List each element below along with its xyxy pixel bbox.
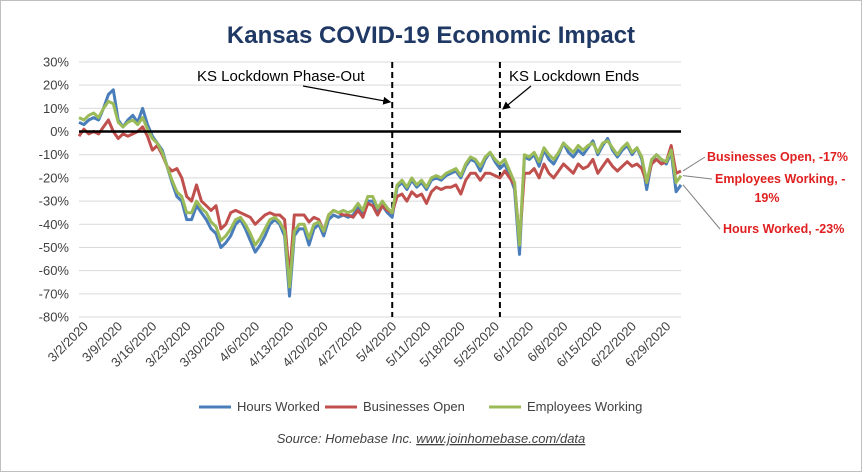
annotation-lines [391,62,501,317]
series-line-hours-worked [78,88,683,298]
annotation-lockdown-ends: KS Lockdown Ends [509,68,639,85]
legend-label: Hours Worked [237,399,320,414]
source-note: Source: Homebase Inc. www.joinhomebase.c… [277,431,586,446]
y-tick-label: -10% [39,147,70,162]
end-label-employees-working-value: 19% [754,191,779,205]
y-axis-ticks: 30% 20% 10% 0% -10% -20% -30% -40% -50% -60% -70% -… [39,55,70,325]
annotation-arrows [302,85,532,110]
end-label-businesses-open: Businesses Open, -17% [707,150,848,164]
series-line-employees-working [78,99,683,289]
y-tick-label: 10% [43,101,69,116]
gridlines [79,61,681,318]
y-tick-label: -40% [39,217,70,232]
x-axis-ticks: 3/2/20203/9/20203/16/20203/23/20203/30/2… [45,319,674,371]
leader-hours-worked [682,184,721,230]
y-tick-label: -30% [39,194,70,209]
arrow-lockdown-ends [502,85,532,110]
end-label-hours-worked: Hours Worked, -23% [723,222,844,236]
end-label-employees-working: Employees Working, - [715,172,845,186]
y-tick-label: -20% [39,170,70,185]
legend-label: Employees Working [527,399,642,414]
y-tick-label: -70% [39,286,70,301]
chart-title: Kansas COVID-19 Economic Impact [227,22,635,49]
source-link: www.joinhomebase.com/data [416,431,585,446]
annotation-phase-out: KS Lockdown Phase-Out [197,68,365,85]
legend: Hours Worked Businesses Open Employees Wor… [199,399,642,414]
y-tick-label: -50% [39,240,70,255]
y-tick-label: 0% [50,124,69,139]
series-line-businesses-open [77,118,682,280]
leader-businesses-open [682,156,706,172]
y-tick-label: 20% [43,78,69,93]
source-prefix: Source: Homebase Inc. [277,431,416,446]
legend-label: Businesses Open [363,399,465,414]
end-label-leaders [682,156,721,230]
leader-employees-working [682,175,713,180]
y-tick-label: -80% [39,310,70,325]
series-lines [77,88,683,298]
y-tick-label: -60% [39,263,70,278]
y-tick-label: 30% [43,55,69,70]
arrow-phase-out [302,85,392,105]
